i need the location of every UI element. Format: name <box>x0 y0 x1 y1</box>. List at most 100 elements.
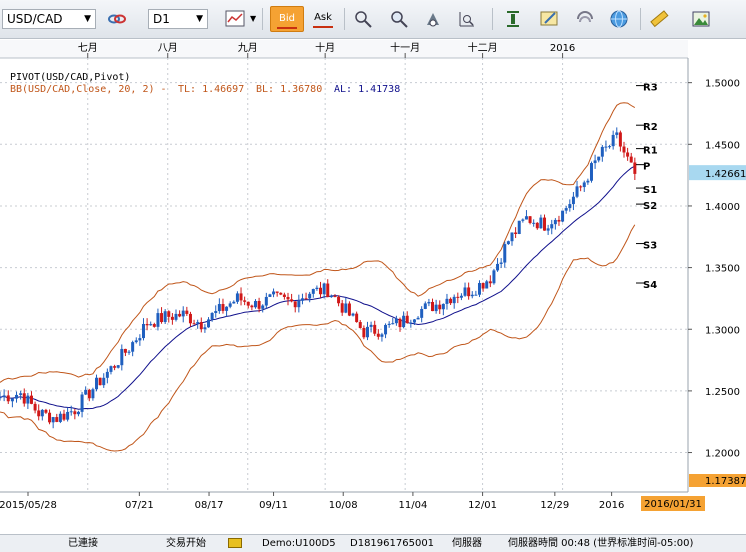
link-chart-button[interactable] <box>104 7 130 31</box>
candle-body <box>10 398 14 402</box>
candle-body <box>633 162 637 174</box>
candle-body <box>506 241 510 245</box>
symbol-select[interactable]: USD/CAD ▼ <box>2 9 96 29</box>
price-chart[interactable]: 七月 八月 九月 十月 十一月 十二月 2016 R3 R2 R1 P S1 S2 S3 S4 1.500… <box>0 40 746 534</box>
crosshair-button[interactable] <box>350 7 376 31</box>
date-label: 12/01 <box>468 500 497 511</box>
candle-body <box>589 163 593 181</box>
chevron-down-icon: ▼ <box>196 14 203 24</box>
pivot-levels: R3 R2 R1 P S1 S2 S3 S4 <box>636 83 658 291</box>
candle-body <box>402 315 406 328</box>
candle-body <box>127 351 131 353</box>
candle-body <box>575 186 579 197</box>
crosshair-icon <box>355 11 372 28</box>
candle-body <box>398 318 402 328</box>
zoom-fit-button[interactable] <box>420 7 446 31</box>
price-label: 1.5000 <box>705 79 740 90</box>
refresh-button[interactable] <box>572 7 598 31</box>
timeframe-select[interactable]: D1 ▼ <box>148 9 208 29</box>
candle-body <box>6 395 10 402</box>
ruler-button[interactable] <box>646 7 672 31</box>
candle-body <box>87 389 91 399</box>
candle-body <box>156 313 160 327</box>
candle-body <box>228 303 232 307</box>
candle-body <box>337 296 341 304</box>
candle-body <box>387 323 391 325</box>
candle-body <box>351 313 355 316</box>
candle-body <box>51 417 55 423</box>
legend-bb-top: TL: 1.46697 <box>178 84 244 95</box>
bid-button[interactable]: Bid <box>270 6 304 32</box>
candle-body <box>597 156 601 161</box>
candle-body <box>91 389 95 399</box>
candle-body <box>405 315 409 324</box>
bb-middle-line <box>0 165 636 410</box>
candle-body <box>315 287 319 290</box>
candle-body <box>369 324 373 327</box>
candle-body <box>412 319 416 323</box>
candle-body <box>582 182 586 188</box>
ask-label: Ask <box>314 12 332 23</box>
candle-body <box>188 313 192 324</box>
candle-body <box>192 323 196 325</box>
candle-body <box>532 222 536 224</box>
candle-body <box>131 342 135 352</box>
server-label: 伺服器 <box>452 538 482 549</box>
indicator-button[interactable] <box>454 7 480 31</box>
pivot-label-s2: S2 <box>643 201 657 212</box>
candle-body <box>539 217 543 229</box>
month-label: 八月 <box>158 42 178 54</box>
edit-icon <box>540 11 558 26</box>
bar-button[interactable] <box>500 7 526 31</box>
candle-body <box>253 300 257 308</box>
candle-body <box>579 186 583 188</box>
candle-body <box>282 294 286 297</box>
current-date-label: 2016/01/31 <box>644 499 702 510</box>
month-axis: 七月 八月 九月 十月 十一月 十二月 2016 <box>0 40 688 59</box>
magnify-button[interactable] <box>386 7 412 31</box>
date-label: 2015/05/28 <box>0 500 57 511</box>
candle-body <box>170 316 174 320</box>
candle-body <box>113 366 117 368</box>
candle-body <box>145 323 149 326</box>
picture-button[interactable] <box>688 7 714 31</box>
candle-body <box>550 224 554 229</box>
candle-body <box>62 413 66 420</box>
globe-button[interactable] <box>606 7 632 31</box>
ruler-icon <box>650 10 669 28</box>
date-label: 2016 <box>599 500 624 511</box>
candle-body <box>210 313 214 320</box>
candle-body <box>0 397 2 399</box>
candle-body <box>69 411 73 413</box>
chevron-down-icon[interactable]: ▼ <box>250 14 257 23</box>
month-label: 七月 <box>78 42 98 54</box>
candle-body <box>149 324 153 326</box>
candle-body <box>521 219 525 221</box>
date-label: 07/21 <box>125 500 154 511</box>
candle-body <box>73 411 77 415</box>
candle-body <box>373 324 377 334</box>
edit-button[interactable] <box>536 7 562 31</box>
candle-body <box>553 219 557 225</box>
link-icon <box>108 14 126 24</box>
candle-body <box>185 310 189 314</box>
candle-body <box>95 377 99 390</box>
timeframe-value: D1 <box>153 12 170 26</box>
symbol-value: USD/CAD <box>7 12 63 26</box>
ask-indicator <box>313 26 333 28</box>
candle-body <box>243 300 247 302</box>
candle-body <box>485 281 489 289</box>
candle-body <box>105 371 109 378</box>
candle-body <box>311 289 315 294</box>
candle-body <box>376 333 380 337</box>
toolbar: USD/CAD ▼ D1 ▼ ▼ Bid Ask <box>0 0 746 39</box>
candle-body <box>514 232 518 235</box>
picture-icon <box>692 11 710 27</box>
candle-body <box>55 417 59 422</box>
ask-button[interactable]: Ask <box>308 6 338 32</box>
candle-body <box>293 301 297 308</box>
chart-type-button[interactable] <box>222 7 248 31</box>
toolbar-divider <box>262 8 263 30</box>
date-label: 12/29 <box>540 500 569 511</box>
pivot-label-r2: R2 <box>643 122 658 133</box>
